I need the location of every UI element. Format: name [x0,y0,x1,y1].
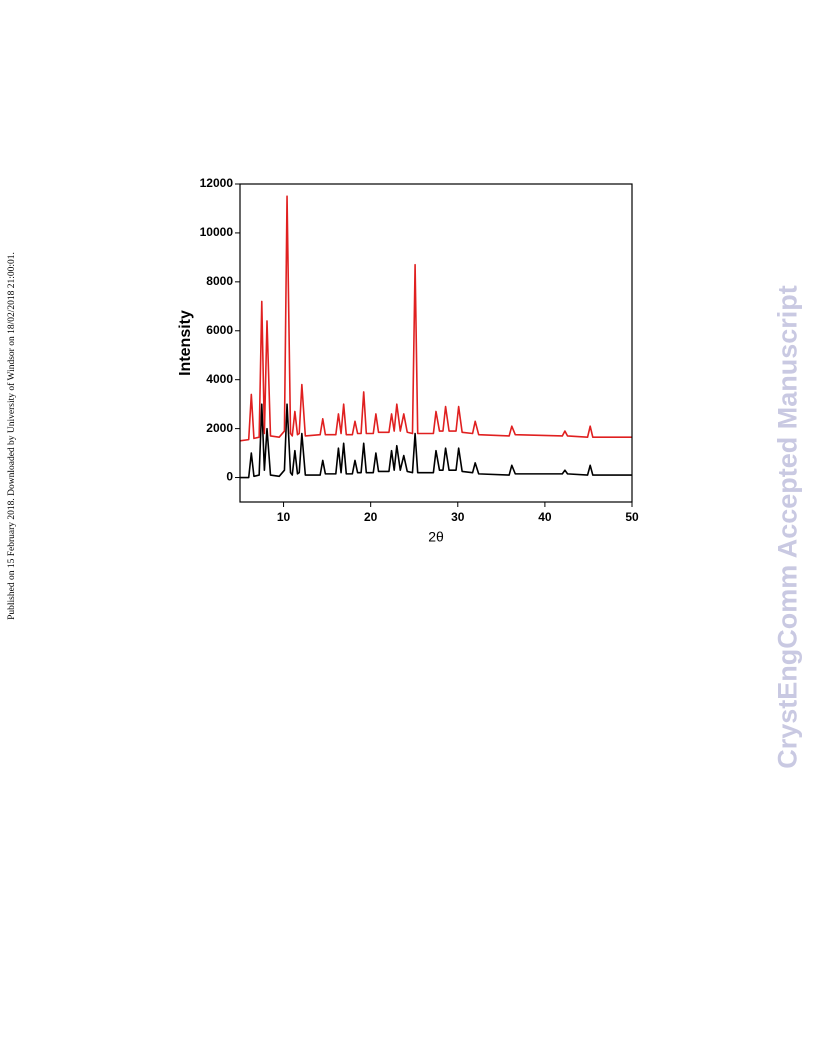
y-tick-label: 4000 [206,372,233,386]
watermark: CrystEngComm Accepted Manuscript [772,285,803,769]
y-tick-label: 0 [226,470,233,484]
y-tick-label: 6000 [206,323,233,337]
x-tick-label: 40 [538,510,552,524]
y-tick-label: 10000 [200,225,234,239]
y-tick-label: 2000 [206,421,233,435]
download-notice: Published on 15 February 2018. Downloade… [7,252,17,620]
x-tick-label: 10 [277,510,291,524]
x-axis-label: 2θ [428,529,444,545]
plot-frame [239,183,633,503]
x-tick-label: 20 [364,510,378,524]
data-line [240,403,632,479]
x-tick-label: 50 [625,510,639,524]
x-tick-label: 30 [451,510,465,524]
data-line [239,195,632,442]
chart: Intensity 2θ 0 2000 4000 6000 8000 10000 12000… [177,176,639,545]
y-tick-label: 8000 [206,274,233,288]
y-tick-label: 12000 [200,176,234,190]
y-axis-label: Intensity [177,310,194,376]
